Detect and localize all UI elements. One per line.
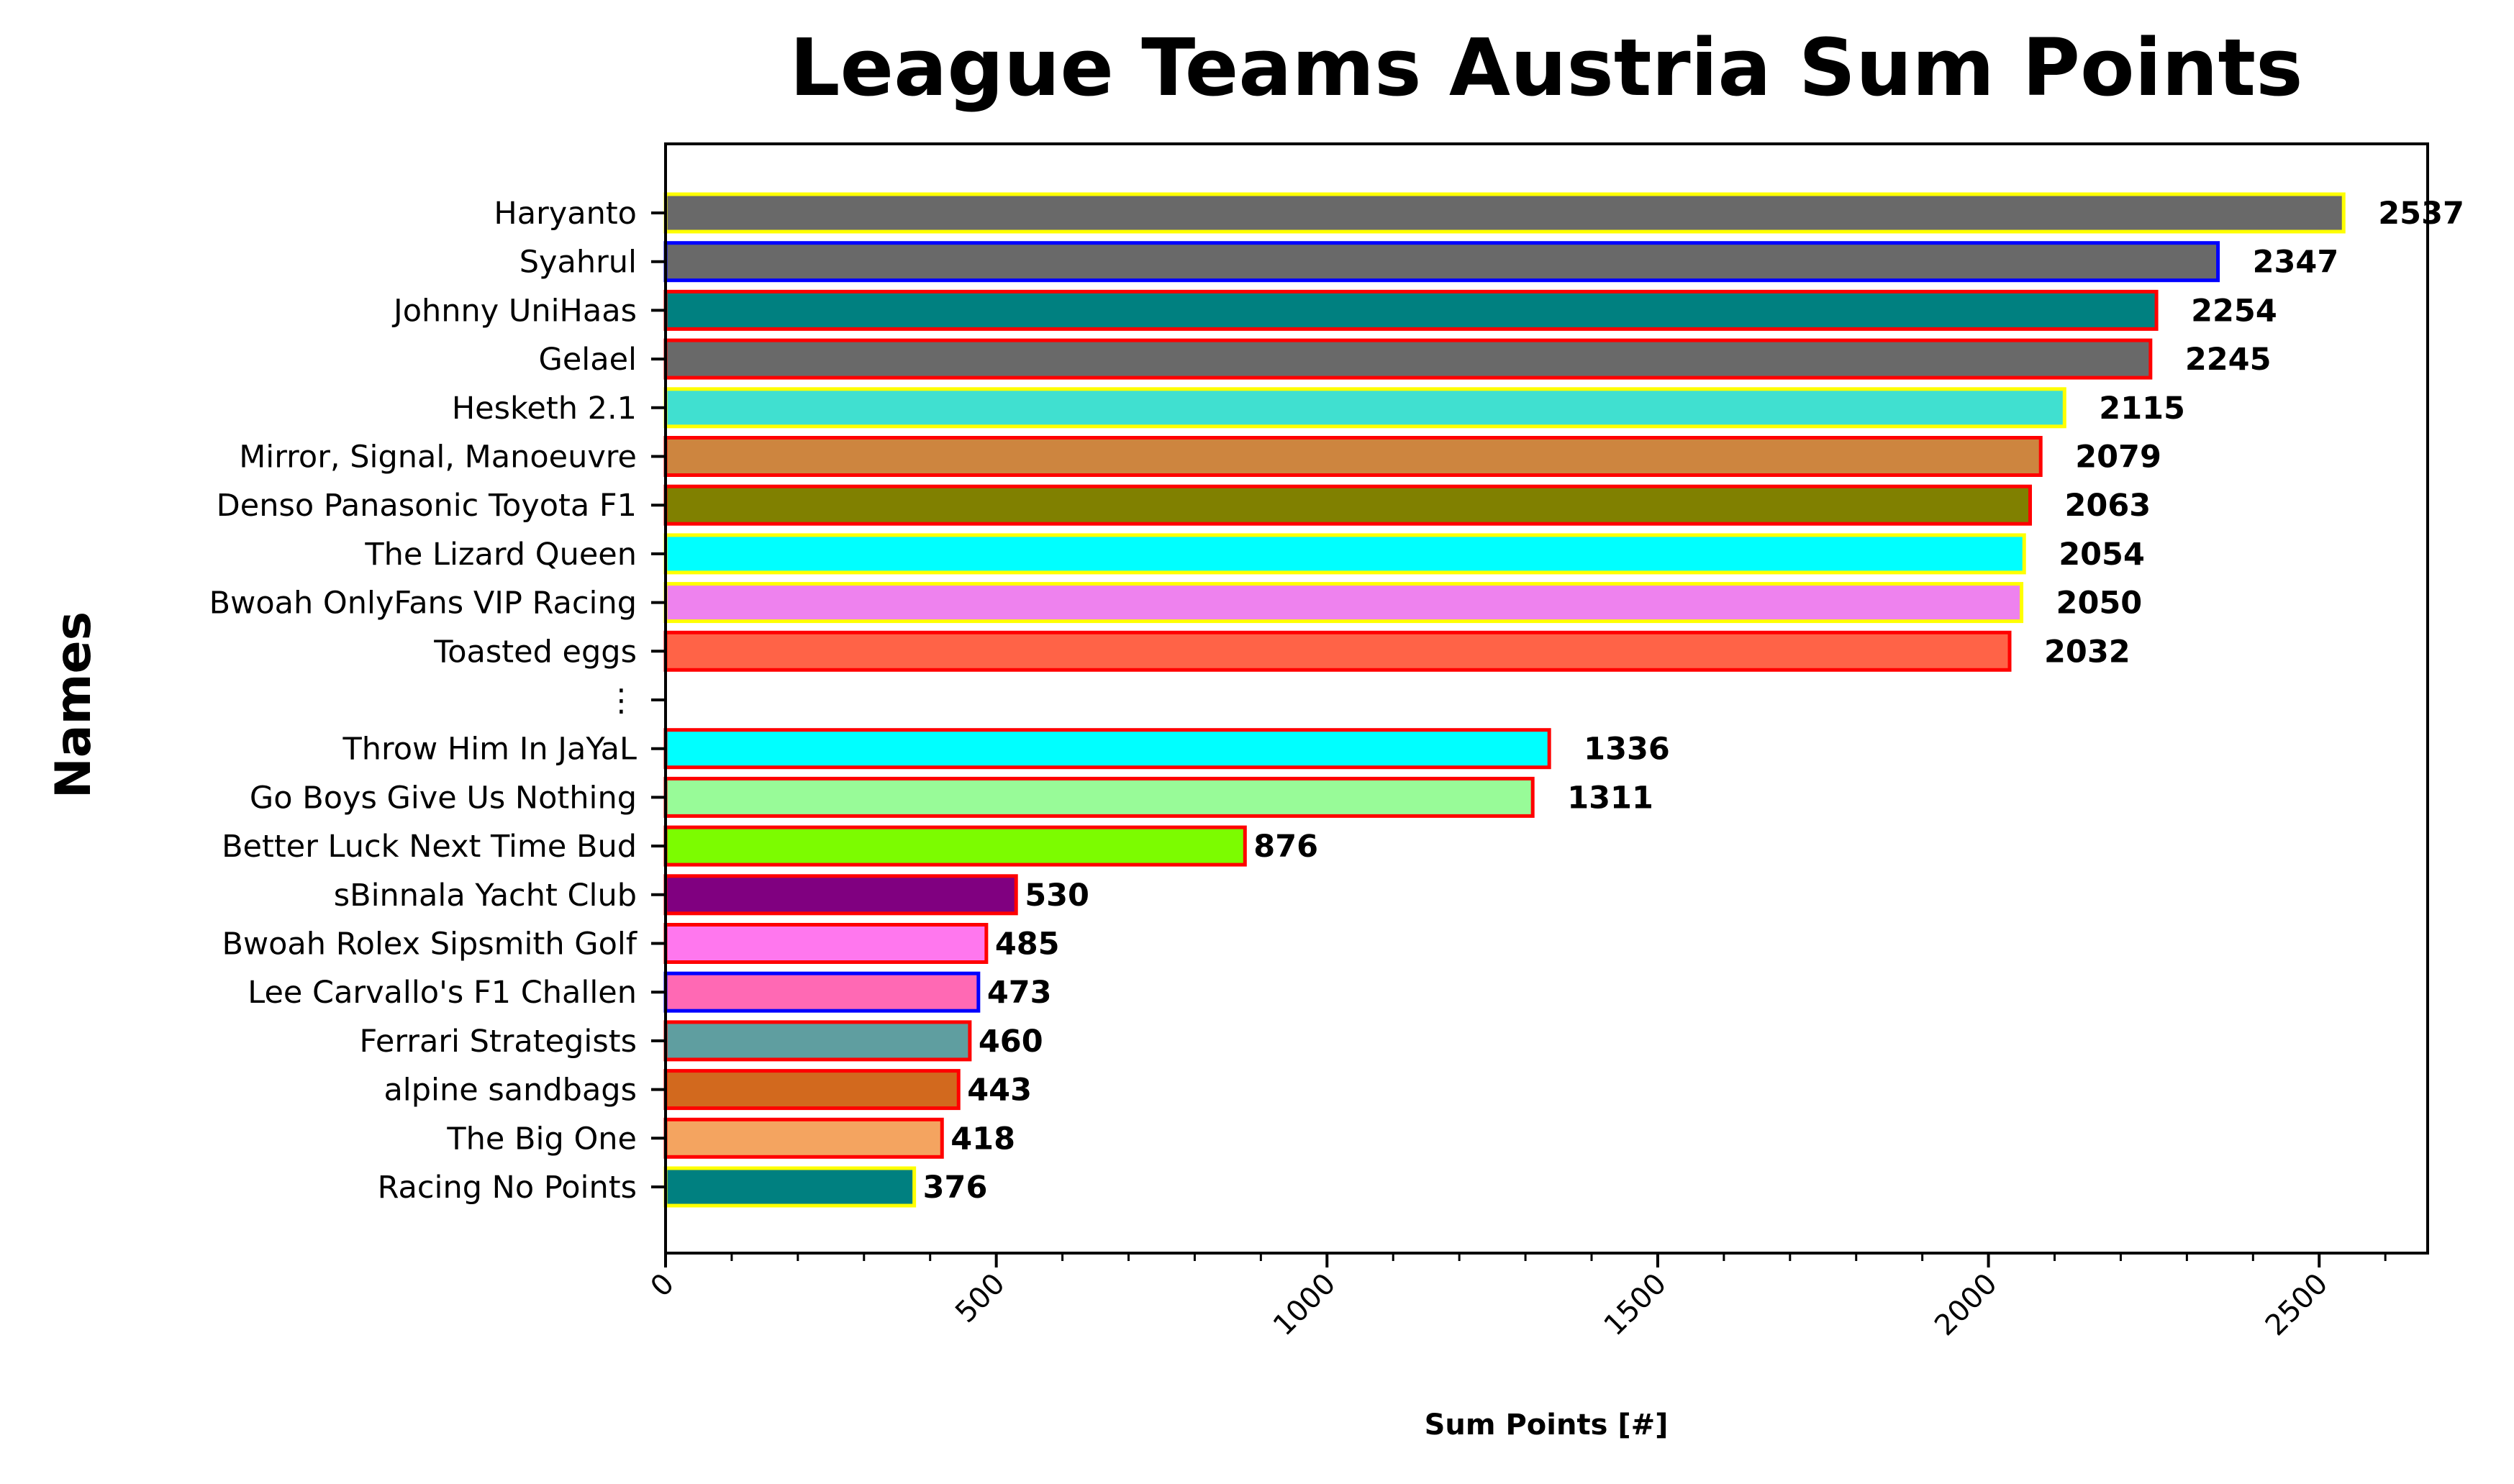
bar bbox=[663, 1069, 961, 1111]
value-label: 2079 bbox=[2075, 440, 2161, 475]
value-label: 443 bbox=[967, 1073, 1032, 1109]
x-tick-label: 2500 bbox=[2259, 1267, 2335, 1343]
y-axis-title: Names bbox=[45, 611, 102, 798]
category-label: Ferrari Strategists bbox=[360, 1024, 637, 1060]
category-label: Toasted eggs bbox=[433, 634, 637, 670]
category-label: Lee Carvallo's F1 Challen bbox=[248, 975, 637, 1011]
value-label: 2050 bbox=[2056, 586, 2143, 622]
category-label: Throw Him In JaYaL bbox=[342, 732, 637, 768]
bar bbox=[663, 241, 2220, 283]
x-tick-label: 500 bbox=[949, 1267, 1012, 1330]
bar bbox=[663, 1117, 944, 1159]
value-label: 2115 bbox=[2099, 391, 2185, 427]
value-label: 2063 bbox=[2065, 488, 2151, 524]
x-tick-label: 1000 bbox=[1267, 1267, 1343, 1343]
bar bbox=[663, 289, 2159, 331]
value-label: 1311 bbox=[1567, 780, 1653, 816]
category-label: Syahrul bbox=[519, 245, 637, 281]
value-label: 2254 bbox=[2191, 293, 2277, 329]
bar bbox=[663, 1020, 972, 1062]
bar bbox=[663, 776, 1535, 818]
bar bbox=[663, 387, 2066, 429]
category-label: Bwoah Rolex Sipsmith Golf bbox=[222, 927, 637, 962]
bar bbox=[663, 1166, 917, 1208]
value-label: 485 bbox=[995, 927, 1060, 962]
category-label: sBinnala Yacht Club bbox=[334, 878, 637, 914]
x-tick-label: 0 bbox=[645, 1267, 681, 1304]
value-label: 460 bbox=[979, 1024, 1043, 1060]
category-label: alpine sandbags bbox=[384, 1073, 637, 1109]
x-tick-label: 2000 bbox=[1928, 1267, 2004, 1343]
value-label: 473 bbox=[987, 975, 1052, 1011]
category-label: Haryanto bbox=[494, 196, 637, 232]
bar bbox=[663, 923, 989, 964]
x-axis-title: Sum Points [#] bbox=[1425, 1408, 1669, 1442]
value-label: 1336 bbox=[1584, 732, 1670, 768]
bar bbox=[663, 484, 2033, 526]
category-label: ⋮ bbox=[606, 683, 637, 719]
bar bbox=[663, 436, 2043, 477]
bar bbox=[663, 825, 1247, 867]
value-label: 2245 bbox=[2185, 342, 2272, 378]
bar bbox=[663, 874, 1018, 916]
value-label: 2347 bbox=[2253, 245, 2339, 281]
bar bbox=[663, 533, 2026, 575]
bar bbox=[663, 630, 2012, 672]
category-label: Gelael bbox=[539, 342, 637, 378]
category-label: Bwoah OnlyFans VIP Racing bbox=[209, 586, 637, 622]
category-label: Hesketh 2.1 bbox=[452, 391, 637, 427]
value-label: 876 bbox=[1253, 829, 1318, 865]
category-label: Denso Panasonic Toyota F1 bbox=[217, 488, 637, 524]
bar bbox=[663, 192, 2346, 234]
bar bbox=[663, 971, 981, 1013]
value-label: 2032 bbox=[2044, 634, 2130, 670]
value-label: 418 bbox=[950, 1121, 1015, 1157]
category-label: The Lizard Queen bbox=[364, 537, 637, 573]
value-label: 376 bbox=[923, 1170, 988, 1206]
category-label: Better Luck Next Time Bud bbox=[222, 829, 637, 865]
category-label: Go Boys Give Us Nothing bbox=[250, 780, 637, 816]
chart-title: League Teams Austria Sum Points bbox=[789, 22, 2302, 114]
category-label: Mirror, Signal, Manoeuvre bbox=[239, 440, 637, 475]
value-label: 2054 bbox=[2059, 537, 2145, 573]
value-label: 2537 bbox=[2378, 196, 2464, 232]
category-label: Johnny UniHaas bbox=[391, 293, 637, 329]
x-tick-label: 1500 bbox=[1598, 1267, 1674, 1343]
bar bbox=[663, 582, 2024, 624]
value-label: 530 bbox=[1025, 878, 1089, 914]
plot-frame bbox=[664, 142, 2429, 1255]
category-label: The Big One bbox=[446, 1121, 637, 1157]
category-label: Racing No Points bbox=[378, 1170, 637, 1206]
bar bbox=[663, 728, 1551, 770]
bar bbox=[663, 338, 2153, 380]
